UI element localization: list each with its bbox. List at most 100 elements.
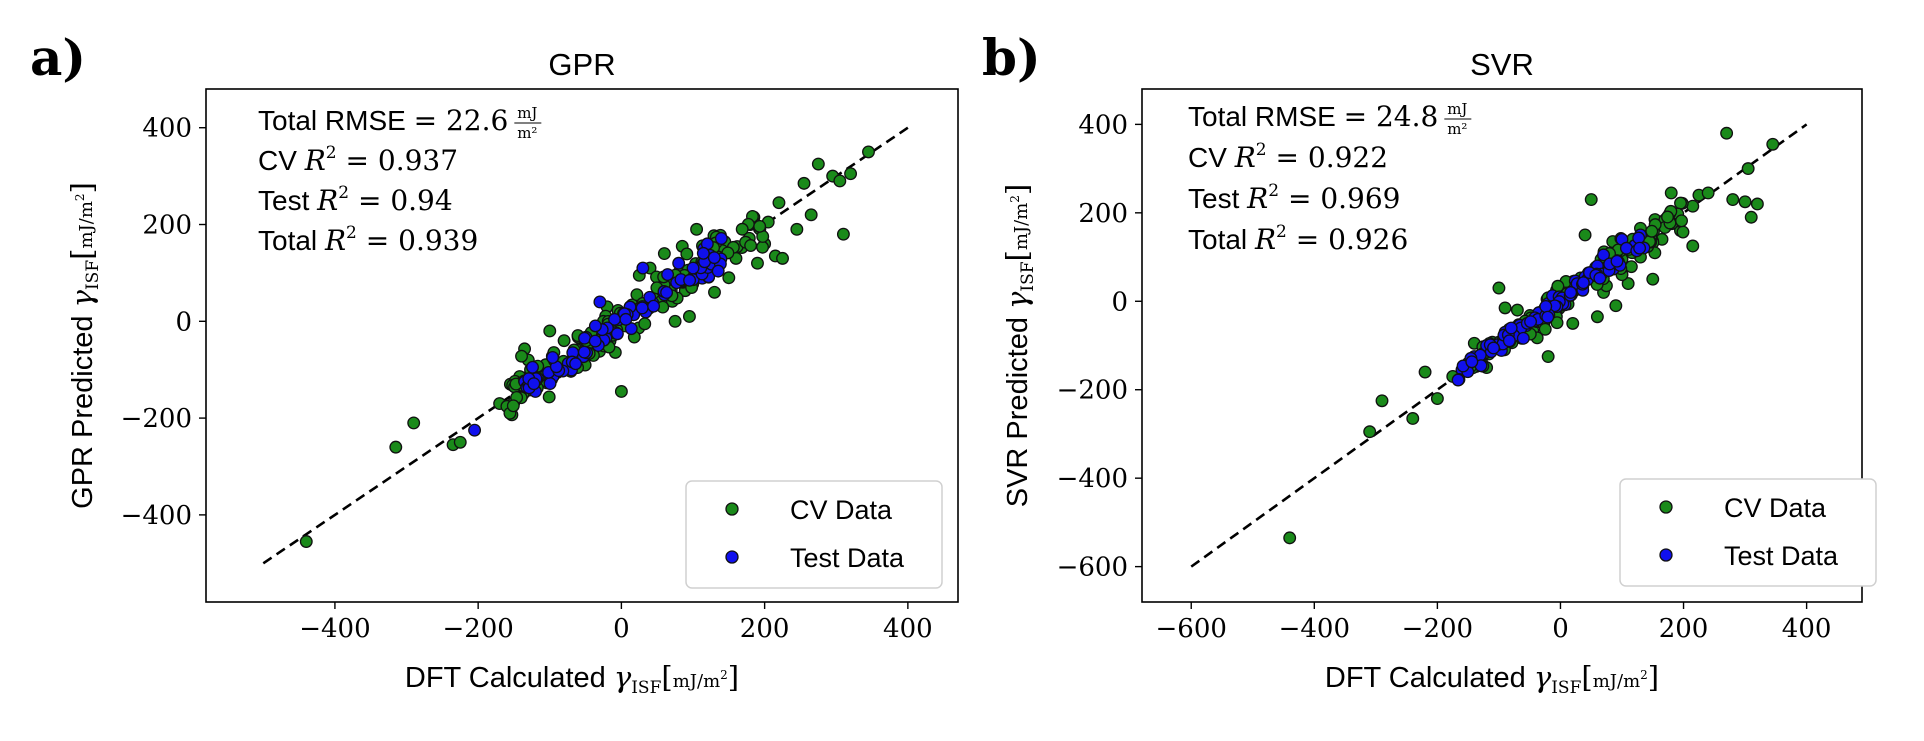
data-point xyxy=(753,219,767,233)
stats-line: CV R2 = 0.922 xyxy=(1188,140,1388,174)
bracket-open: [ xyxy=(1000,250,1034,261)
data-point xyxy=(527,377,541,391)
data-point xyxy=(1738,195,1752,209)
data-point xyxy=(1624,260,1638,274)
data-point xyxy=(1418,365,1432,379)
data-point xyxy=(1590,310,1604,324)
x-tick-label: 200 xyxy=(1659,614,1709,644)
equals-sign: = xyxy=(1287,223,1328,256)
y-tick-label: −200 xyxy=(121,404,192,434)
data-point xyxy=(756,240,769,254)
legend: CV Data Test Data xyxy=(685,480,943,589)
stats-line: Total RMSE = 24.8 xyxy=(1188,100,1438,133)
unit-exponent: 2 xyxy=(73,193,87,201)
data-point xyxy=(1541,350,1555,364)
data-point xyxy=(1661,210,1674,224)
rmse-unit: mJ m² xyxy=(514,104,542,142)
stats-value: 0.926 xyxy=(1328,223,1408,256)
unit-exponent: 2 xyxy=(720,668,728,682)
legend-marker xyxy=(1659,500,1673,514)
data-point xyxy=(722,271,736,285)
x-tick-label: 0 xyxy=(1552,614,1569,644)
rmse-unit: mJ m² xyxy=(1444,100,1472,138)
data-point xyxy=(578,331,591,345)
legend: CV Data Test Data xyxy=(1619,478,1877,587)
data-point xyxy=(682,310,696,323)
gamma-subscript: ISF xyxy=(1551,678,1581,698)
data-point xyxy=(624,322,638,336)
y-tick-label: 200 xyxy=(142,211,192,241)
data-point xyxy=(1516,331,1530,345)
data-point xyxy=(1363,425,1377,439)
data-point xyxy=(714,231,728,245)
data-point xyxy=(1646,272,1660,286)
stats-label: CV xyxy=(258,145,305,176)
equals-sign: = xyxy=(357,224,398,257)
y-tick-label: −600 xyxy=(1057,553,1128,583)
data-point xyxy=(614,385,628,398)
data-point xyxy=(696,246,710,260)
gamma-subscript: ISF xyxy=(1018,261,1038,291)
unit-numerator: mJ xyxy=(1447,100,1467,118)
data-point xyxy=(657,247,671,260)
y-axis-label: SVR Predicted γISF[mJ/m2] xyxy=(1000,184,1038,508)
data-point xyxy=(660,286,674,299)
gamma-symbol: γ xyxy=(1534,660,1552,694)
panel-gpr: a) GPR −400 −200 0 200 400 −400 −200 0 200 400 Total… xyxy=(30,28,959,698)
data-point xyxy=(543,324,557,338)
axis-label-text: DFT Calculated xyxy=(405,662,614,694)
data-point xyxy=(577,345,591,359)
data-point xyxy=(557,334,571,348)
bracket-open: [ xyxy=(1581,660,1592,694)
data-point xyxy=(407,416,421,430)
stats-line: Total RMSE = 22.6 xyxy=(258,104,508,137)
bracket-close: ] xyxy=(1000,184,1034,195)
data-point xyxy=(1283,531,1297,545)
data-point xyxy=(672,256,686,270)
data-point xyxy=(751,256,764,270)
data-point xyxy=(299,535,313,548)
gamma-subscript: ISF xyxy=(631,678,661,698)
unit-inline: mJ/m xyxy=(1593,671,1640,692)
data-point xyxy=(1597,248,1610,262)
unit-exponent: 2 xyxy=(1640,668,1648,682)
x-axis-label: DFT Calculated γISF[mJ/m2] xyxy=(1325,660,1659,698)
series-test-data xyxy=(1451,228,1651,387)
bracket-close: ] xyxy=(65,182,99,193)
data-point xyxy=(811,157,825,171)
data-point xyxy=(1766,137,1780,151)
stats-label: Test xyxy=(258,185,317,216)
stats-line: Total R2 = 0.926 xyxy=(1188,222,1408,256)
bracket-close: ] xyxy=(1648,660,1659,694)
panel-label: a) xyxy=(30,28,86,87)
data-point xyxy=(546,350,560,364)
data-point xyxy=(1498,301,1512,315)
stats-line: CV R2 = 0.937 xyxy=(258,143,458,177)
data-point xyxy=(1524,315,1538,329)
data-point xyxy=(1664,186,1678,200)
data-point xyxy=(635,301,649,315)
legend-box xyxy=(1619,478,1877,587)
data-point xyxy=(1701,186,1715,200)
y-tick-label: −400 xyxy=(121,501,192,531)
stats-value: 0.939 xyxy=(398,224,478,257)
data-point xyxy=(683,273,697,287)
axes-frame xyxy=(1141,88,1863,603)
data-point xyxy=(1633,241,1647,255)
data-point xyxy=(833,174,847,188)
data-point xyxy=(1610,254,1624,268)
data-point xyxy=(862,145,875,159)
r-symbol: R xyxy=(1246,182,1268,215)
y-tick-label: −200 xyxy=(1057,376,1128,406)
y-tick-label: −400 xyxy=(1057,464,1128,494)
unit-inline: mJ/m xyxy=(673,671,720,692)
stats-label: Total RMSE xyxy=(1188,101,1344,132)
r-symbol: R xyxy=(1234,141,1256,174)
x-tick-label: 0 xyxy=(613,614,630,644)
stats-line: Test R2 = 0.969 xyxy=(1188,181,1401,215)
data-point xyxy=(1406,412,1420,425)
data-point xyxy=(661,268,675,281)
data-point xyxy=(638,317,652,331)
data-point xyxy=(1720,126,1734,140)
equals-sign: = xyxy=(414,104,446,137)
